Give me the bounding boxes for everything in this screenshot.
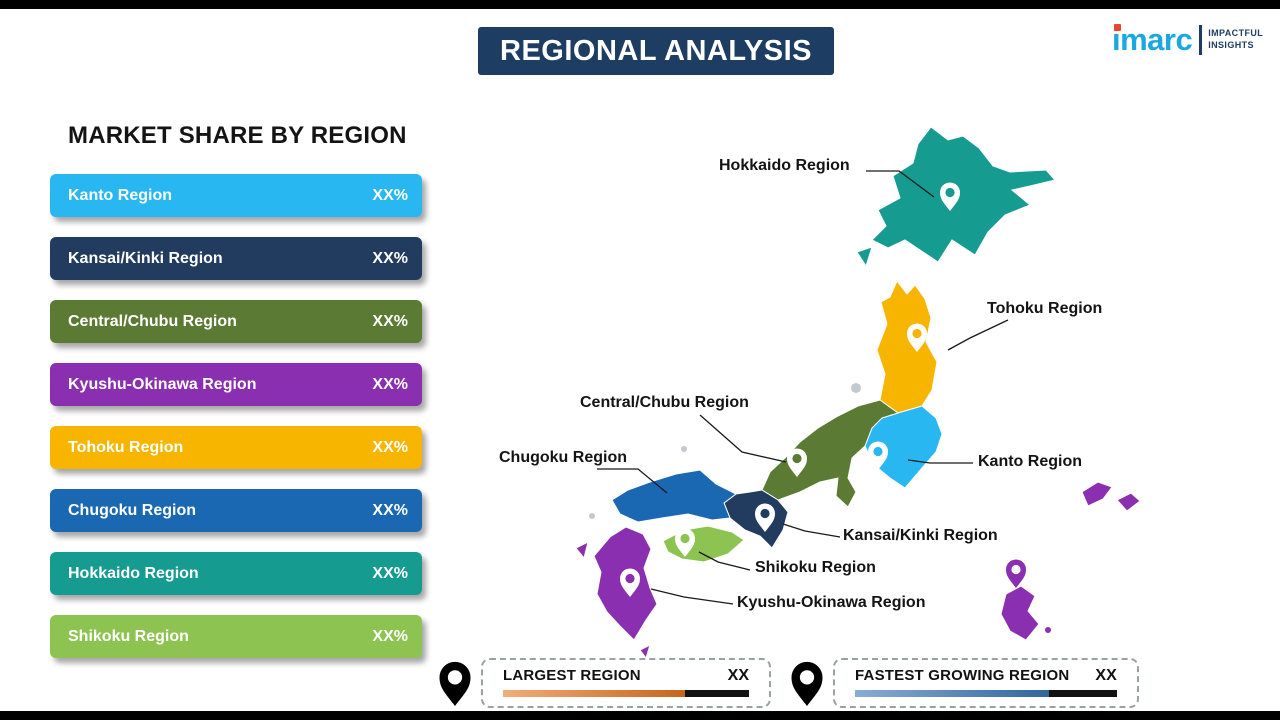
map-island-goto bbox=[575, 541, 589, 560]
legend-fastest-growing-region: FASTEST GROWING REGION XX bbox=[790, 658, 1139, 708]
map-label-kansai: Kansai/Kinki Region bbox=[843, 527, 998, 544]
map-label-shikoku: Shikoku Region bbox=[755, 559, 876, 576]
share-bar-chubu: Central/Chubu Region XX% bbox=[50, 300, 422, 343]
legend-bar-black-segment bbox=[685, 690, 749, 697]
legend-largest-region: LARGEST REGION XX bbox=[438, 658, 771, 708]
leader-line-shikoku bbox=[698, 551, 751, 571]
map-pin-kansai bbox=[755, 503, 775, 532]
map-island-kyushu-south bbox=[639, 644, 651, 660]
share-bar-value: XX% bbox=[372, 375, 408, 393]
map-pin-icon bbox=[791, 661, 823, 706]
map-pin-icon bbox=[439, 661, 471, 706]
top-black-strip bbox=[0, 0, 1280, 9]
logo-tagline: IMPACTFUL INSIGHTS bbox=[1208, 28, 1263, 51]
leader-line-kanto bbox=[907, 459, 973, 464]
logo-brand-text: imarc bbox=[1112, 22, 1193, 57]
logo-accent-dot bbox=[1114, 24, 1121, 31]
leader-line-hokkaido bbox=[866, 170, 935, 198]
market-share-list: Kanto Region XX% Kansai/Kinki Region XX%… bbox=[50, 174, 422, 678]
map-label-kanto: Kanto Region bbox=[978, 453, 1082, 470]
map-label-kyushu-okinawa: Kyushu-Okinawa Region bbox=[737, 594, 926, 611]
leader-line-kansai bbox=[782, 523, 841, 538]
map-region-shikoku bbox=[662, 525, 745, 563]
map-island-hokkaido-small bbox=[856, 246, 873, 268]
leader-line-chugoku bbox=[597, 468, 668, 494]
map-pin-hokkaido bbox=[940, 182, 960, 211]
share-bar-label: Kyushu-Okinawa Region bbox=[68, 375, 257, 393]
map-pin-kyushu bbox=[620, 568, 640, 597]
share-bar-shikoku: Shikoku Region XX% bbox=[50, 615, 422, 658]
share-bar-label: Chugoku Region bbox=[68, 501, 196, 519]
title-banner: REGIONAL ANALYSIS bbox=[478, 27, 834, 75]
logo-divider bbox=[1199, 24, 1203, 55]
legend-bar bbox=[503, 690, 749, 697]
bottom-black-strip bbox=[0, 711, 1280, 720]
legend-bar-colored-segment bbox=[855, 690, 1049, 697]
legend-bar bbox=[855, 690, 1117, 697]
share-bar-label: Hokkaido Region bbox=[68, 564, 199, 582]
map-island-sado bbox=[851, 383, 861, 393]
imarc-logo: imarc IMPACTFUL INSIGHTS bbox=[1112, 24, 1263, 55]
logo-tagline-top: IMPACTFUL bbox=[1208, 27, 1264, 38]
map-island-okinawa-a bbox=[1081, 481, 1113, 507]
map-pin-kanto bbox=[868, 441, 888, 470]
share-bar-hokkaido: Hokkaido Region XX% bbox=[50, 552, 422, 595]
map-label-hokkaido: Hokkaido Region bbox=[719, 157, 850, 174]
map-island-okinawa-main bbox=[1000, 585, 1040, 641]
map-pin-shikoku bbox=[675, 528, 695, 557]
share-bar-tohoku: Tohoku Region XX% bbox=[50, 426, 422, 469]
map-island-tsushima bbox=[589, 513, 595, 519]
share-bar-value: XX% bbox=[372, 438, 408, 456]
page-title: REGIONAL ANALYSIS bbox=[500, 34, 812, 67]
map-pin-okinawa bbox=[1006, 559, 1026, 588]
map-label-chubu: Central/Chubu Region bbox=[580, 394, 749, 411]
map-label-chugoku: Chugoku Region bbox=[499, 449, 627, 466]
legend-label: LARGEST REGION bbox=[503, 667, 641, 684]
share-bar-kyushu-okinawa: Kyushu-Okinawa Region XX% bbox=[50, 363, 422, 406]
share-bar-value: XX% bbox=[372, 249, 408, 267]
share-bar-label: Kansai/Kinki Region bbox=[68, 249, 223, 267]
legend-value: XX bbox=[727, 667, 749, 684]
leader-line-tohoku bbox=[947, 319, 1009, 351]
map-pin-tohoku bbox=[907, 323, 927, 352]
share-bar-value: XX% bbox=[372, 312, 408, 330]
map-region-tohoku bbox=[876, 280, 938, 414]
share-bar-label: Shikoku Region bbox=[68, 627, 189, 645]
map-island-oki bbox=[681, 446, 687, 452]
share-bar-label: Kanto Region bbox=[68, 186, 172, 204]
map-region-chugoku bbox=[611, 469, 737, 523]
map-pin-chubu bbox=[787, 448, 807, 477]
share-bar-value: XX% bbox=[372, 627, 408, 645]
share-bar-label: Central/Chubu Region bbox=[68, 312, 237, 330]
legend-box: LARGEST REGION XX bbox=[481, 658, 771, 708]
leader-line-chubu bbox=[699, 414, 787, 463]
share-bar-chugoku: Chugoku Region XX% bbox=[50, 489, 422, 532]
share-bar-value: XX% bbox=[372, 186, 408, 204]
share-bar-kanto: Kanto Region XX% bbox=[50, 174, 422, 217]
map-label-tohoku: Tohoku Region bbox=[987, 300, 1103, 317]
legend-value: XX bbox=[1095, 667, 1117, 684]
share-bar-value: XX% bbox=[372, 564, 408, 582]
logo-tagline-bottom: INSIGHTS bbox=[1208, 39, 1254, 50]
legend-box: FASTEST GROWING REGION XX bbox=[833, 658, 1139, 708]
legend-label: FASTEST GROWING REGION bbox=[855, 667, 1070, 684]
market-share-heading: MARKET SHARE BY REGION bbox=[68, 122, 407, 149]
map-island-okinawa-b bbox=[1116, 492, 1141, 512]
legend-bar-colored-segment bbox=[503, 690, 686, 697]
map-region-chubu bbox=[761, 399, 900, 508]
map-island-okinawa-dot bbox=[1045, 627, 1051, 633]
share-bar-label: Tohoku Region bbox=[68, 438, 184, 456]
share-bar-kansai: Kansai/Kinki Region XX% bbox=[50, 237, 422, 280]
leader-line-kyushu bbox=[650, 588, 734, 605]
legend-bar-black-segment bbox=[1048, 690, 1117, 697]
share-bar-value: XX% bbox=[372, 501, 408, 519]
map-region-hokkaido bbox=[871, 126, 1056, 263]
